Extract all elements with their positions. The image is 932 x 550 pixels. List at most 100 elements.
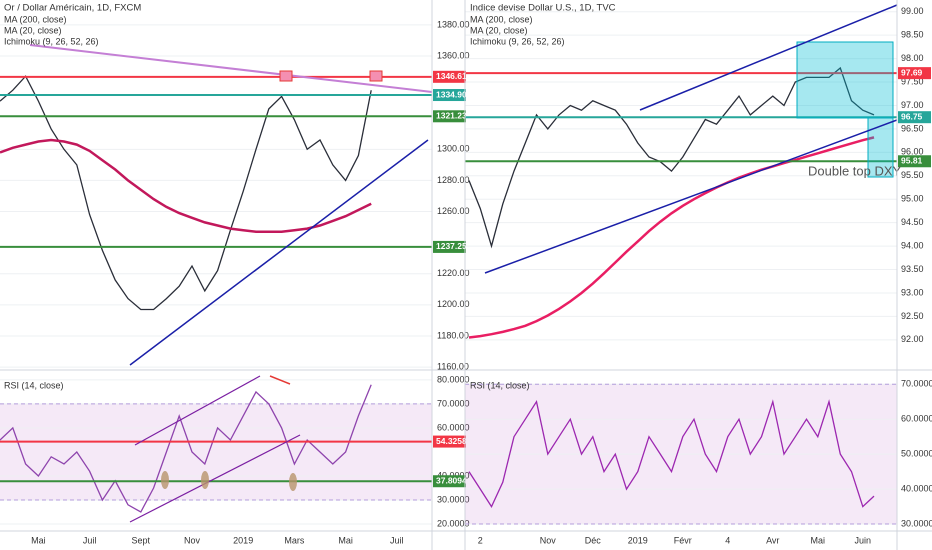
y-tick-label: 93.00 [901,287,924,297]
x-tick-label: Avr [766,535,779,545]
y-tick-label: 30.0000 [901,518,932,528]
x-tick-label: Mai [31,535,46,545]
rsi-band [0,403,432,500]
level-label: 96.75 [901,111,923,121]
level-tag [433,89,466,102]
y-tick-label: 1280.00 [437,175,470,185]
y-tick-label: 93.50 [901,264,924,274]
y-tick-label: 40.0000 [901,483,932,493]
y-tick-label: 96.50 [901,123,924,133]
y-tick-label: 92.00 [901,334,924,344]
x-tick-label: 2019 [233,535,253,545]
level-tag [433,70,466,83]
zone [867,117,894,178]
x-tick-label: 2019 [628,535,648,545]
y-tick-label: 98.00 [901,53,924,63]
y-tick-label: 70.0000 [901,379,932,389]
y-tick-label: 94.00 [901,240,924,250]
y-tick-label: 60.0000 [901,414,932,424]
y-tick-label: 95.50 [901,170,924,180]
y-tick-label: 1200.00 [437,299,470,309]
x-tick-label: Nov [540,535,557,545]
marker [161,471,169,489]
x-tick-label: Juil [390,535,404,545]
x-tick-label: Mai [810,535,825,545]
x-tick-label: Déc [585,535,602,545]
series-line [0,138,372,233]
x-tick-label: Mai [338,535,353,545]
rsi-channel [129,434,301,523]
legend-item: MA (200, close) [470,14,533,24]
legend-item: Ichimoku (9, 26, 52, 26) [470,36,565,46]
x-tick-label: Févr [674,535,692,545]
top-marker [369,70,383,82]
level-label: 1237.25 [436,241,467,251]
level-tag [898,111,931,124]
y-tick-label: 95.00 [901,194,924,204]
x-tick-label: Nov [184,535,201,545]
x-tick-label: Juin [854,535,871,545]
level-tag [898,67,931,80]
top-marker [279,70,293,82]
channel-line [639,4,898,111]
legend-item: MA (20, close) [470,25,528,35]
x-tick-label: Sept [132,535,151,545]
level-tag [433,475,466,488]
y-tick-label: 94.50 [901,217,924,227]
marker [289,473,297,491]
y-tick-label: 1160.00 [437,361,469,371]
y-tick-label: 1300.00 [437,144,470,154]
rsi-channel [134,375,261,446]
y-tick-label: 80.0000 [437,374,470,384]
series-line [0,75,372,311]
annotation: Double top DXY [808,163,902,178]
chart-layer: 1160.00 1180.00 1200.00 1220.00 1260.00 1280.… [0,6,932,545]
x-tick-label: 4 [725,535,730,545]
level-label: 1346.61 [436,71,467,81]
level-tag [898,155,931,168]
level-label: 97.69 [901,67,923,77]
level-label: 1334.90 [436,89,467,99]
level-tag [433,240,466,253]
y-tick-label: 1260.00 [437,206,470,216]
x-tick-label: 2 [478,535,483,545]
x-tick-label: Juil [83,535,97,545]
y-tick-label: 70.0000 [437,398,470,408]
chart-title: RSI (14, close) [470,380,530,390]
rsi-divergence [269,375,291,385]
level-tag [433,435,466,448]
y-tick-label: 1360.00 [437,50,470,60]
y-tick-label: 50.0000 [901,449,932,459]
level-label: 37.8094 [436,475,467,485]
level-label: 54.3258 [436,436,467,446]
y-tick-label: 99.00 [901,6,924,16]
y-tick-label: 30.0000 [437,494,470,504]
x-tick-label: Mars [284,535,304,545]
channel-line [484,119,898,274]
y-tick-label: 96.00 [901,147,924,157]
y-tick-label: 92.50 [901,311,924,321]
resistance-line [29,44,433,93]
series-line [468,136,875,339]
y-tick-label: 1220.00 [437,268,470,278]
y-tick-label: 97.00 [901,100,924,110]
legend-item: MA (20, close) [4,25,62,35]
trend-line [129,139,429,366]
chart-title: RSI (14, close) [4,380,64,390]
zone [796,41,894,119]
level-label: 95.81 [901,156,923,166]
y-tick-label: 1380.00 [437,19,470,29]
legend-item: MA (200, close) [4,14,67,24]
marker [201,471,209,489]
series-line [468,399,875,508]
chart-title: Or / Dollar Américain, 1D, FXCM [4,3,141,14]
chart-title: Indice devise Dollar U.S., 1D, TVC [470,3,616,14]
y-tick-label: 98.50 [901,30,924,40]
y-tick-label: 60.0000 [437,422,470,432]
level-tag [433,110,466,123]
level-label: 1321.23 [436,111,467,121]
y-tick-label: 20.0000 [437,518,470,528]
series-line [468,66,875,249]
legend-item: Ichimoku (9, 26, 52, 26) [4,36,99,46]
